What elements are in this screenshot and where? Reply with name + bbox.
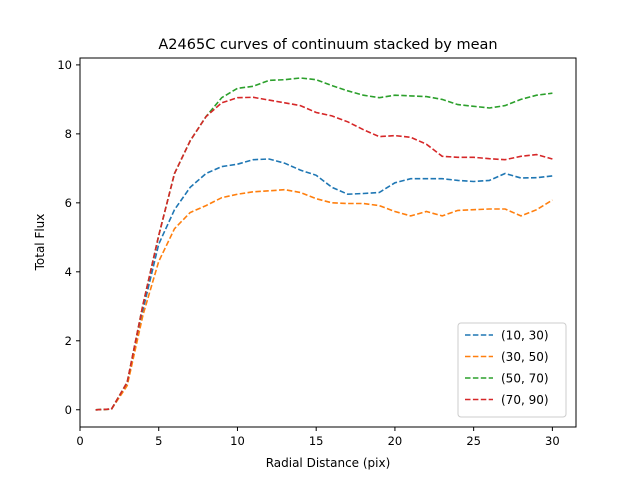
legend-label: (50, 70) bbox=[501, 372, 549, 386]
y-axis-label: Total Flux bbox=[33, 214, 47, 272]
x-tick-label: 25 bbox=[466, 434, 481, 448]
x-tick-label: 20 bbox=[388, 434, 403, 448]
plot-frame bbox=[79, 57, 577, 428]
x-tick-label: 30 bbox=[545, 434, 560, 448]
legend-label: (30, 50) bbox=[501, 350, 549, 364]
x-tick-label: 15 bbox=[309, 434, 324, 448]
y-tick-label: 2 bbox=[65, 334, 72, 348]
series-line-2 bbox=[95, 188, 553, 411]
y-tick-label: 4 bbox=[65, 265, 72, 279]
series-lines bbox=[95, 77, 553, 411]
series-line-4 bbox=[95, 96, 553, 411]
x-tick-label: 0 bbox=[76, 434, 83, 448]
legend-box bbox=[457, 322, 567, 418]
legend-label: (70, 90) bbox=[501, 393, 549, 407]
x-tick-label: 10 bbox=[230, 434, 245, 448]
x-tick-label: 5 bbox=[155, 434, 162, 448]
y-tick-label: 0 bbox=[65, 403, 72, 417]
x-axis: 0 5 10 15 20 25 30 bbox=[76, 427, 560, 448]
chart-title: A2465C curves of continuum stacked by me… bbox=[158, 37, 497, 53]
y-tick-label: 8 bbox=[65, 127, 72, 141]
legend: (10, 30) (30, 50) (50, 70) (70, 90) bbox=[457, 322, 567, 418]
y-tick-label: 10 bbox=[57, 58, 72, 72]
x-axis-label: Radial Distance (pix) bbox=[266, 456, 391, 470]
y-axis: 0 2 4 6 8 10 bbox=[57, 58, 80, 417]
y-tick-label: 6 bbox=[65, 196, 72, 210]
legend-label: (10, 30) bbox=[501, 329, 549, 343]
series-line-1 bbox=[95, 158, 553, 411]
